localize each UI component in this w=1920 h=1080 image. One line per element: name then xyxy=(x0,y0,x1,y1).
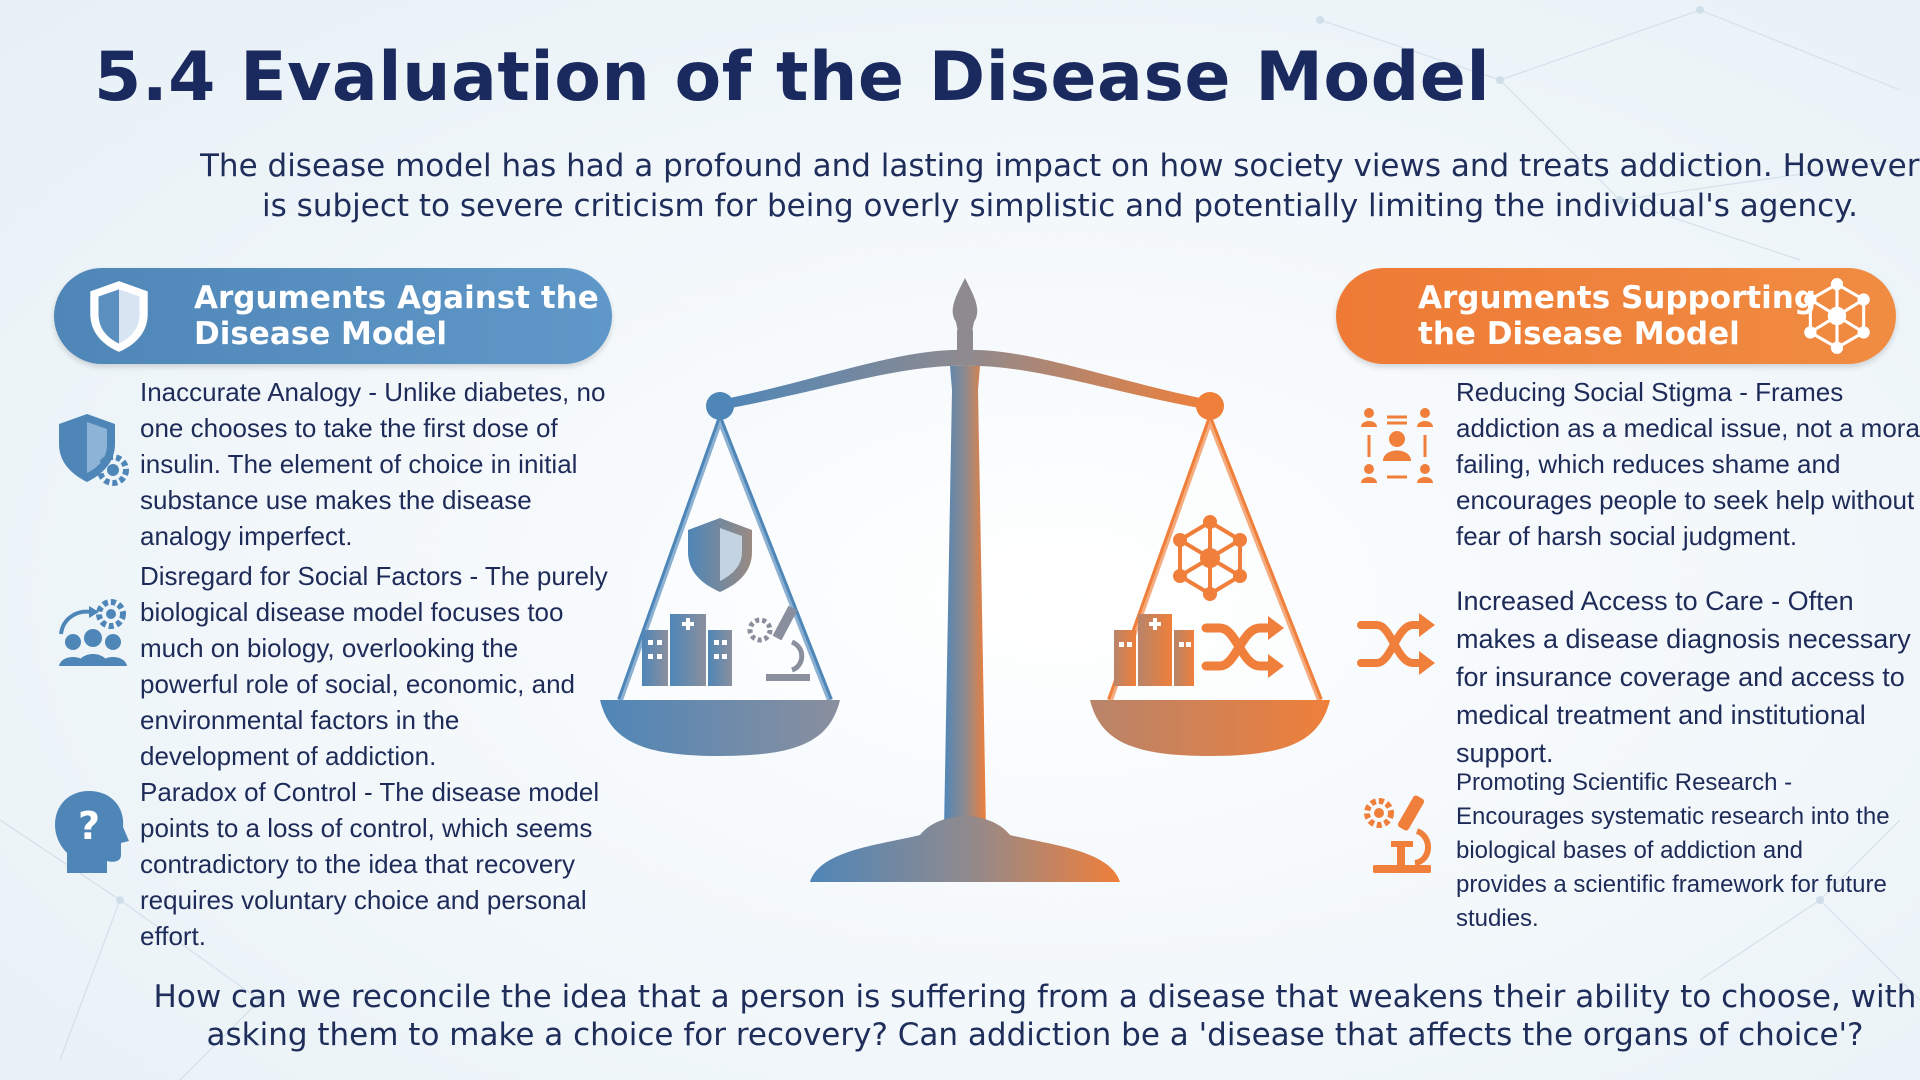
against-banner: Arguments Against the Disease Model xyxy=(54,268,612,364)
network-icon xyxy=(1804,278,1870,354)
supporting-item-social-stigma: Reducing Social Stigma - Frames addictio… xyxy=(1356,374,1920,554)
question-line-1: How can we reconcile the idea that a per… xyxy=(153,979,1917,1015)
people-gear-icon xyxy=(59,599,127,666)
against-item-inaccurate-analogy: Inaccurate Analogy - Unlike diabetes, no… xyxy=(52,374,610,554)
page-title: 5.4 Evaluation of the Disease Model xyxy=(94,38,1491,117)
question-line-2: asking them to make a choice for recover… xyxy=(206,1017,1864,1053)
shield-icon xyxy=(90,281,148,352)
against-item-text: Disregard for Social Factors - The purel… xyxy=(140,561,608,771)
intro-text: The disease model has had a profound and… xyxy=(200,146,1920,226)
shuffle-arrows-icon xyxy=(1357,613,1435,675)
supporting-heading-line-2: the Disease Model xyxy=(1418,316,1740,352)
intro-line-1: The disease model has had a profound and… xyxy=(200,148,1920,184)
intro-line-2: is subject to severe criticism for being… xyxy=(262,188,1858,224)
against-item-text: Inaccurate Analogy - Unlike diabetes, no… xyxy=(140,377,606,551)
against-heading-line-1: Arguments Against the xyxy=(194,280,599,316)
against-item-text: Paradox of Control - The disease model p… xyxy=(140,777,600,951)
supporting-item-scientific-research: Promoting Scientific Research - Encourag… xyxy=(1356,766,1896,936)
svg-text:?: ? xyxy=(78,804,100,848)
group-network-icon xyxy=(1361,408,1433,483)
supporting-item-text: Promoting Scientific Research - Encourag… xyxy=(1456,769,1890,932)
microscope-gear-icon xyxy=(1364,795,1431,873)
supporting-banner: Arguments Supporting the Disease Model xyxy=(1336,268,1896,364)
against-item-social-factors: Disregard for Social Factors - The purel… xyxy=(52,558,610,774)
supporting-item-text: Reducing Social Stigma - Frames addictio… xyxy=(1456,377,1920,551)
supporting-item-text: Increased Access to Care - Often makes a… xyxy=(1456,586,1911,768)
supporting-heading-line-1: Arguments Supporting xyxy=(1418,280,1817,316)
shield-gear-icon xyxy=(59,414,129,486)
reflection-question: How can we reconcile the idea that a per… xyxy=(150,978,1920,1054)
head-question-icon: ? xyxy=(55,791,129,873)
balance-scale-illustration xyxy=(600,278,1330,882)
against-item-paradox-of-control: ? Paradox of Control - The disease model… xyxy=(52,774,610,954)
against-heading-line-2: Disease Model xyxy=(194,316,448,352)
supporting-item-access-to-care: Increased Access to Care - Often makes a… xyxy=(1356,582,1920,772)
